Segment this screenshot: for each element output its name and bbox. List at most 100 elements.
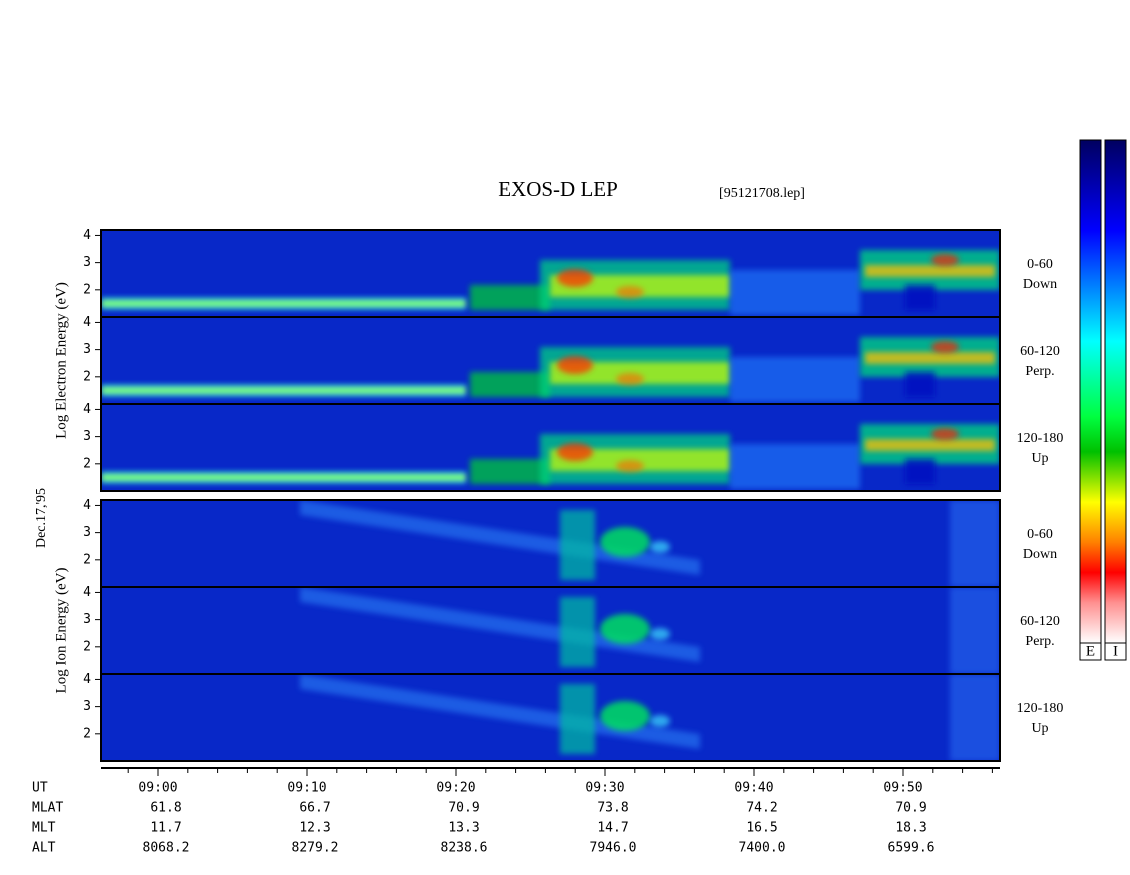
spectrogram-feature <box>865 439 995 451</box>
ephemeris-value: 16.5 <box>746 821 777 836</box>
panel-frame <box>100 673 1001 762</box>
spectrogram-feature <box>101 472 466 483</box>
colorbar-label-box <box>1104 642 1127 661</box>
spectrogram-panel <box>101 404 1000 491</box>
y-tick-label: 3 <box>83 429 91 444</box>
ephemeris-value: 6599.6 <box>888 841 935 856</box>
y-tick-label: 2 <box>83 282 91 297</box>
spectrogram-feature <box>470 459 550 484</box>
y-tick-label: 2 <box>83 369 91 384</box>
spectrogram-feature <box>616 373 644 385</box>
ephemeris-value: 18.3 <box>895 821 926 836</box>
spectrogram-feature <box>557 269 593 287</box>
panel-label: 120-180 <box>1017 431 1064 446</box>
ephemeris-value: 8068.2 <box>143 841 190 856</box>
spectrogram-feature <box>101 298 466 309</box>
y-tick-label: 3 <box>83 525 91 540</box>
spectrogram-feature <box>300 587 700 662</box>
spectrogram-feature <box>650 541 670 553</box>
spectrogram-feature <box>931 428 959 440</box>
spectrogram-feature <box>560 510 595 580</box>
ephemeris-value: 12.3 <box>299 821 330 836</box>
spectrogram-feature <box>560 597 595 667</box>
colorbar <box>1079 139 1102 644</box>
y-tick-label: 4 <box>83 315 91 330</box>
spectrogram-panel <box>101 500 1000 587</box>
y-tick-label: 3 <box>83 255 91 270</box>
ephemeris-label: UT <box>32 781 48 796</box>
spectrogram-feature <box>650 715 670 727</box>
spectrogram-feature <box>560 684 595 754</box>
panel-label: Up <box>1031 721 1048 736</box>
spectrogram-feature <box>950 500 1000 587</box>
y-tick-label: 4 <box>83 402 91 417</box>
x-tick-label: 09:10 <box>287 781 326 796</box>
spectrogram-feature <box>905 372 935 397</box>
file-label: [95121708.lep] <box>719 186 805 201</box>
spectrogram-feature <box>730 357 860 402</box>
ephemeris-value: 8238.6 <box>441 841 488 856</box>
y-tick-label: 2 <box>83 726 91 741</box>
panel-frame <box>100 403 1001 492</box>
x-tick-label: 09:50 <box>883 781 922 796</box>
panel-label: 60-120 <box>1020 614 1060 629</box>
colorbar-label-box <box>1079 642 1102 661</box>
spectrogram-feature <box>600 614 650 644</box>
y-axis-label: Log Ion Energy (eV) <box>53 568 69 694</box>
spectrogram-feature <box>905 459 935 484</box>
spectrogram-feature <box>730 444 860 489</box>
ephemeris-value: 7946.0 <box>590 841 637 856</box>
y-tick-label: 3 <box>83 612 91 627</box>
ephemeris-value: 70.9 <box>895 801 926 816</box>
y-axis-label: Log Electron Energy (eV) <box>53 282 69 439</box>
spectrogram-feature <box>557 443 593 461</box>
spectrogram-feature <box>300 674 700 749</box>
spectrogram-feature <box>616 286 644 298</box>
spectrogram-panel <box>101 674 1000 761</box>
spectrogram-feature <box>550 449 730 471</box>
spectrogram-feature <box>470 372 550 397</box>
spectrogram-panel <box>101 317 1000 404</box>
ephemeris-value: 61.8 <box>150 801 181 816</box>
x-tick-label: 09:00 <box>138 781 177 796</box>
y-tick-label: 2 <box>83 639 91 654</box>
spectrogram-feature <box>600 701 650 731</box>
ephemeris-value: 7400.0 <box>739 841 786 856</box>
spectrogram-feature <box>470 285 550 310</box>
colorbar <box>1104 139 1127 644</box>
y-tick-label: 4 <box>83 498 91 513</box>
spectrogram-panel <box>101 587 1000 674</box>
spectrogram-feature <box>931 341 959 353</box>
y-tick-label: 2 <box>83 456 91 471</box>
colorbar-label: I <box>1113 643 1118 659</box>
colorbar-label: E <box>1086 643 1095 659</box>
y-tick-label: 4 <box>83 585 91 600</box>
spectrogram-feature <box>101 385 466 396</box>
panel-label: Perp. <box>1025 364 1054 379</box>
spectrogram-feature <box>730 270 860 315</box>
ephemeris-value: 8279.2 <box>292 841 339 856</box>
panel-label: 60-120 <box>1020 344 1060 359</box>
x-tick-label: 09:40 <box>734 781 773 796</box>
y-tick-label: 4 <box>83 672 91 687</box>
spectrogram-feature <box>950 674 1000 761</box>
panel-label: Down <box>1023 277 1057 292</box>
panel-label: Perp. <box>1025 634 1054 649</box>
ephemeris-label: MLAT <box>32 801 63 816</box>
spectrogram-feature <box>905 285 935 310</box>
spectrogram-feature <box>950 587 1000 674</box>
spectrogram-feature <box>650 628 670 640</box>
date-label: Dec.17,'95 <box>34 488 49 548</box>
spectrogram-feature <box>550 362 730 384</box>
spectrogram-feature <box>865 265 995 277</box>
x-tick-label: 09:30 <box>585 781 624 796</box>
spectrogram-feature <box>616 460 644 472</box>
ephemeris-value: 66.7 <box>299 801 330 816</box>
ephemeris-value: 13.3 <box>448 821 479 836</box>
panel-label: 0-60 <box>1027 527 1053 542</box>
ephemeris-label: ALT <box>32 841 56 856</box>
spectrogram-feature <box>865 352 995 364</box>
panel-label: Up <box>1031 451 1048 466</box>
